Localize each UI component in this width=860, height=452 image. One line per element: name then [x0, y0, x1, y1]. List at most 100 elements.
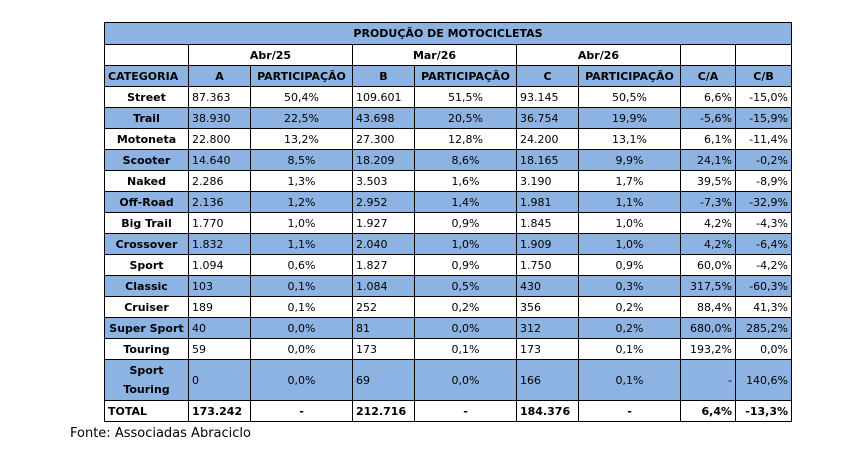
- cell-b-value: 173: [352, 338, 415, 360]
- period-blank-cell: [104, 44, 189, 66]
- table-row: Naked 2.286 1,3% 3.503 1,6% 3.190 1,7% 39,5% -8,…: [104, 170, 793, 192]
- cell-c-value: 3.190: [516, 170, 579, 192]
- cell-a-value: 1.770: [188, 212, 251, 234]
- cell-a-share: 1,1%: [250, 233, 353, 255]
- cell-b-share: 0,0%: [414, 359, 517, 401]
- cell-b-share: 12,8%: [414, 128, 517, 150]
- cell-a-share: 22,5%: [250, 107, 353, 129]
- cell-a-share: 8,5%: [250, 149, 353, 171]
- header-c-b: C/B: [734, 65, 793, 87]
- cell-a-value: 103: [188, 275, 251, 297]
- cell-category: Sport Touring: [104, 359, 189, 401]
- cell-category: Naked: [104, 170, 189, 192]
- source-note: Fonte: Associadas Abraciclo: [70, 426, 251, 441]
- cell-b-value: 1.827: [352, 254, 415, 276]
- header-participacao-a: PARTICIPAÇÃO: [250, 65, 353, 87]
- total-c-b-change: -13,3%: [734, 400, 793, 422]
- total-a-share: -: [250, 400, 353, 422]
- cell-c-share: 0,1%: [578, 338, 681, 360]
- total-a-value: 173.242: [188, 400, 251, 422]
- cell-a-share: 1,2%: [250, 191, 353, 213]
- header-c-a: C/A: [680, 65, 736, 87]
- header-row: CATEGORIA A PARTICIPAÇÃO B PARTICIPAÇÃO …: [104, 65, 793, 87]
- cell-category: Cruiser: [104, 296, 189, 318]
- total-category: TOTAL: [104, 400, 189, 422]
- cell-c-value: 24.200: [516, 128, 579, 150]
- cell-category: Motoneta: [104, 128, 189, 150]
- cell-b-share: 0,5%: [414, 275, 517, 297]
- cell-b-share: 0,9%: [414, 254, 517, 276]
- cell-c-b-change: -4,2%: [734, 254, 793, 276]
- period-row: Abr/25 Mar/26 Abr/26: [104, 44, 793, 66]
- header-b: B: [352, 65, 415, 87]
- table-row: Super Sport 40 0,0% 81 0,0% 312 0,2% 680,0% 285,…: [104, 317, 793, 339]
- cell-a-share: 50,4%: [250, 86, 353, 108]
- cell-c-b-change: 0,0%: [734, 338, 793, 360]
- cell-c-a-change: 4,2%: [680, 212, 736, 234]
- header-c: C: [516, 65, 579, 87]
- cell-b-value: 109.601: [352, 86, 415, 108]
- cell-category: Big Trail: [104, 212, 189, 234]
- cell-c-value: 166: [516, 359, 579, 401]
- cell-c-b-change: -32,9%: [734, 191, 793, 213]
- table-row: Trail 38.930 22,5% 43.698 20,5% 36.754 19,9% -5…: [104, 107, 793, 129]
- cell-c-value: 1.981: [516, 191, 579, 213]
- cell-c-value: 1.750: [516, 254, 579, 276]
- cell-b-share: 8,6%: [414, 149, 517, 171]
- cell-a-share: 0,1%: [250, 275, 353, 297]
- cell-a-value: 14.640: [188, 149, 251, 171]
- cell-a-value: 40: [188, 317, 251, 339]
- cell-c-a-change: 60,0%: [680, 254, 736, 276]
- table-row: Cruiser 189 0,1% 252 0,2% 356 0,2% 88,4% 41,3%: [104, 296, 793, 318]
- total-row: TOTAL 173.242-212.716-184.376-6,4% -13,3%: [104, 400, 793, 422]
- cell-c-b-change: -11,4%: [734, 128, 793, 150]
- period-abr26: Abr/26: [516, 44, 681, 66]
- cell-c-value: 430: [516, 275, 579, 297]
- cell-c-value: 356: [516, 296, 579, 318]
- cell-c-share: 0,3%: [578, 275, 681, 297]
- table-row: Sport 1.094 0,6% 1.827 0,9% 1.750 0,9% 60,0% -4,…: [104, 254, 793, 276]
- cell-c-value: 18.165: [516, 149, 579, 171]
- period-mar26: Mar/26: [352, 44, 517, 66]
- cell-b-share: 0,9%: [414, 212, 517, 234]
- table-row: Sport Touring 0 0,0% 69 0,0% 166 0,1% -140,6%: [104, 359, 793, 401]
- cell-c-share: 1,0%: [578, 233, 681, 255]
- cell-a-value: 38.930: [188, 107, 251, 129]
- period-blank-cell: [734, 44, 793, 66]
- cell-b-value: 27.300: [352, 128, 415, 150]
- cell-c-b-change: -15,0%: [734, 86, 793, 108]
- cell-c-b-change: 140,6%: [734, 359, 793, 401]
- cell-a-share: 0,0%: [250, 317, 353, 339]
- table-row: Big Trail 1.770 1,0% 1.927 0,9% 1.845 1,0% 4,2%…: [104, 212, 793, 234]
- cell-c-b-change: 41,3%: [734, 296, 793, 318]
- cell-b-share: 0,1%: [414, 338, 517, 360]
- cell-b-value: 81: [352, 317, 415, 339]
- cell-c-b-change: -60,3%: [734, 275, 793, 297]
- cell-a-value: 1.832: [188, 233, 251, 255]
- cell-category: Classic: [104, 275, 189, 297]
- title-row: PRODUÇÃO DE MOTOCICLETAS: [103, 22, 793, 45]
- cell-c-share: 1,1%: [578, 191, 681, 213]
- cell-b-share: 1,6%: [414, 170, 517, 192]
- cell-category: Scooter: [104, 149, 189, 171]
- cell-c-a-change: 4,2%: [680, 233, 736, 255]
- cell-b-value: 18.209: [352, 149, 415, 171]
- cell-a-share: 0,6%: [250, 254, 353, 276]
- total-c-a-change: 6,4%: [680, 400, 736, 422]
- cell-b-value: 2.040: [352, 233, 415, 255]
- cell-category: Street: [104, 86, 189, 108]
- table-row: Street 87.363 50,4% 109.601 51,5% 93.145 50,5%…: [104, 86, 793, 108]
- period-blank-cell: [680, 44, 736, 66]
- header-categoria: CATEGORIA: [104, 65, 189, 87]
- table-row: Classic 103 0,1% 1.084 0,5% 430 0,3% 317,5% -60,…: [104, 275, 793, 297]
- cell-b-value: 252: [352, 296, 415, 318]
- cell-c-share: 9,9%: [578, 149, 681, 171]
- cell-category: Trail: [104, 107, 189, 129]
- cell-a-value: 189: [188, 296, 251, 318]
- cell-c-a-change: -: [680, 359, 736, 401]
- cell-a-share: 0,0%: [250, 338, 353, 360]
- cell-c-value: 93.145: [516, 86, 579, 108]
- cell-c-a-change: 39,5%: [680, 170, 736, 192]
- cell-c-a-change: 6,6%: [680, 86, 736, 108]
- header-a: A: [188, 65, 251, 87]
